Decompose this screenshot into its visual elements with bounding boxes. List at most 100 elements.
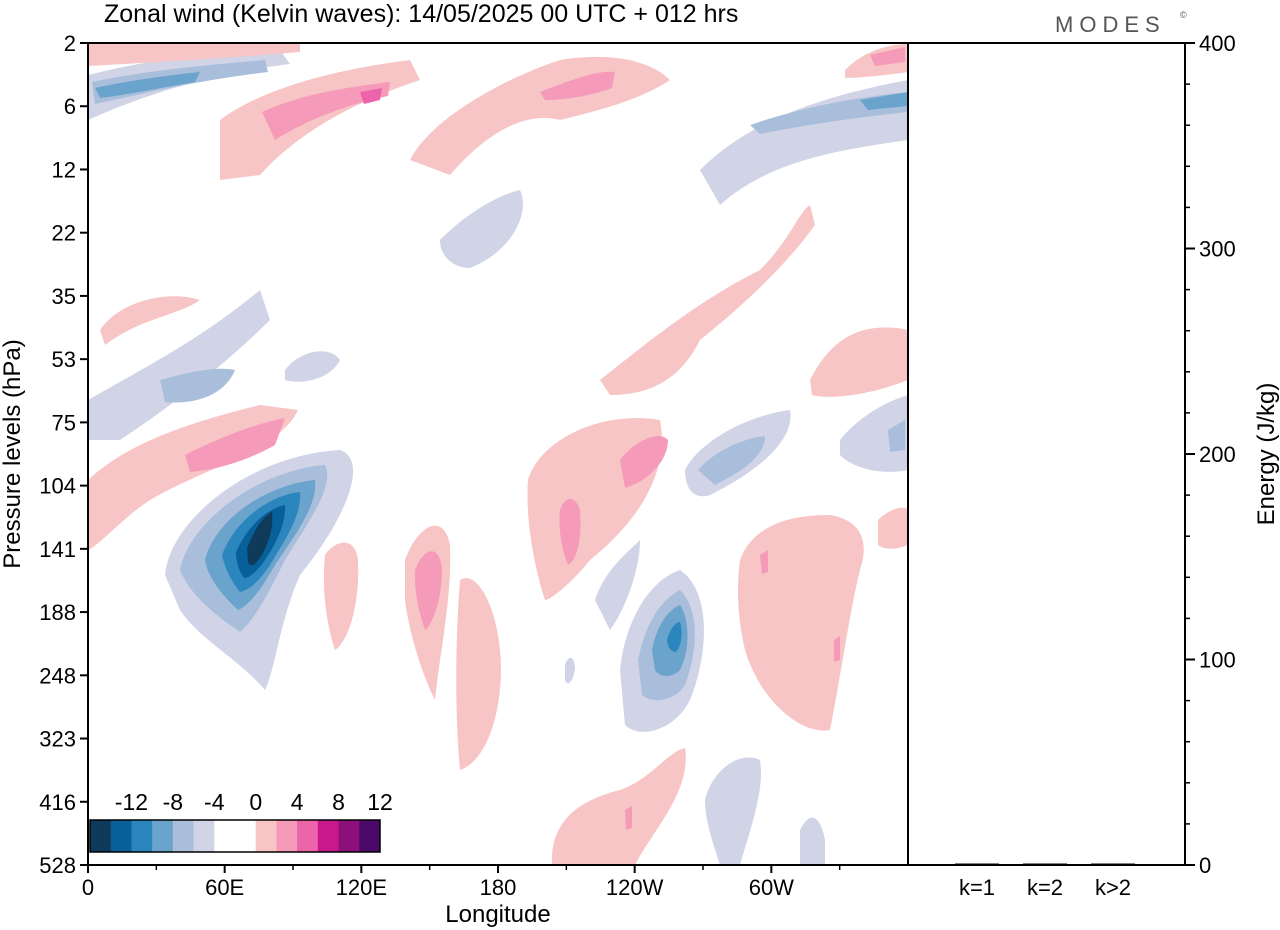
pressure-tick-label: 248 [39,663,76,688]
contour-pos-26 [625,806,632,830]
contour-pos-6 [540,71,615,100]
contour-pos-17 [456,578,501,770]
pressure-tick-label: 416 [39,790,76,815]
colorbar-swatch [214,820,236,852]
colorbar-swatch [152,820,174,852]
contour-pos-19 [559,498,581,565]
contour-neg-18 [247,512,273,566]
energy-tick-label: 400 [1199,31,1236,56]
colorbar-swatch [255,820,277,852]
contour-neg-12 [888,420,905,452]
energy-category-label: k=2 [1027,875,1063,900]
colorbar-swatch [317,820,340,852]
contour-pos-9 [100,296,200,345]
energy-category-label: k=1 [959,875,995,900]
longitude-tick-label: 120E [336,875,387,900]
longitude-tick-label: 60E [205,875,244,900]
contour-pos-3 [262,82,390,140]
pressure-tick-label: 2 [64,31,76,56]
colorbar-swatch [193,820,215,852]
colorbar-swatch [90,820,112,852]
pressure-tick-label: 53 [52,347,76,372]
contour-neg-9 [160,368,235,403]
energy-tick-label: 200 [1199,442,1236,467]
contour-neg-20 [698,436,765,485]
brand-logo: MODES © [1055,10,1187,37]
colorbar-swatch [297,820,319,852]
colorbar-swatch [172,820,195,852]
pressure-tick-label: 75 [52,410,76,435]
colorbar-label: -4 [204,789,225,815]
energy-panel-frame [907,42,1186,866]
longitude-tick-label: 0 [82,875,94,900]
x-axis-title: Longitude [445,901,550,928]
pressure-tick-label: 323 [39,727,76,752]
contour-pos-14 [323,542,359,650]
longitude-axis: 0 60E 120E 180 120W 60W [82,865,841,900]
contour-neg-10 [285,351,340,382]
pressure-tick-label: 6 [64,94,76,119]
contour-pos-12 [600,205,815,395]
contour-neg-28 [565,657,575,684]
energy-bar [1091,863,1135,865]
colorbar: -12 -8 -4 0 4 8 12 [89,789,393,853]
contour-pos-4 [360,88,382,104]
colorbar-swatch [338,820,360,852]
contour-neg-26 [705,757,761,865]
pressure-tick-label: 188 [39,600,76,625]
colorbar-label: -8 [163,789,183,815]
energy-tick-label: 100 [1199,648,1236,673]
energy-category-label: k>2 [1095,875,1131,900]
colorbar-frame [89,819,381,853]
contour-neg-3 [95,72,200,98]
contour-neg-11 [840,395,908,472]
colorbar-label: -12 [115,789,148,815]
colorbar-label: 4 [291,789,304,815]
contour-neg-24 [667,622,682,652]
contour-pos-21 [737,515,864,731]
colorbar-label: 0 [249,789,262,815]
colorbar-swatch [276,820,298,852]
contour-pos-22 [878,507,908,549]
pressure-tick-label: 22 [52,221,76,246]
longitude-tick-label: 180 [480,875,517,900]
contour-neg-8 [88,290,270,440]
contour-neg-25 [595,540,640,630]
colorbar-swatch [131,820,153,852]
energy-bars [955,863,1135,865]
pressure-tick-label: 104 [39,474,76,499]
contour-neg-7 [440,190,523,268]
pressure-tick-label: 12 [52,157,76,182]
longitude-tick-label: 120W [606,875,664,900]
longitude-tick-label: 60W [749,875,794,900]
energy-tick-label: 300 [1199,237,1236,262]
contour-pos-23 [760,550,768,574]
pressure-tick-label: 141 [39,537,76,562]
pressure-tick-label: 528 [39,853,76,878]
contour-field [88,44,908,865]
y-axis-title: Pressure levels (hPa) [0,339,26,568]
contour-pos-13 [810,327,908,397]
contour-pos-5 [410,56,670,175]
contour-pos-25 [551,748,686,865]
colorbar-swatch [110,820,132,852]
contour-neg-6 [860,92,908,110]
contour-pos-11 [185,418,285,472]
contour-neg-27 [800,817,825,865]
contour-pos-20 [620,436,668,488]
contour-pos-24 [834,636,840,662]
contour-pos-1 [88,44,300,66]
brand-mark: © [1180,10,1187,20]
energy-bar [955,863,999,865]
pressure-axis: 2 6 12 22 35 53 75 104 141 188 248 323 416 528 [39,31,88,878]
colorbar-swatch [235,820,257,852]
energy-bar [1023,863,1067,865]
contour-pos-16 [414,551,442,630]
brand-text: MODES [1055,12,1166,37]
colorbar-label: 12 [367,789,393,815]
contour-pos-2 [220,60,420,180]
pressure-tick-label: 35 [52,284,76,309]
energy-tick-label: 0 [1199,853,1211,878]
contour-pos-8 [870,47,905,66]
